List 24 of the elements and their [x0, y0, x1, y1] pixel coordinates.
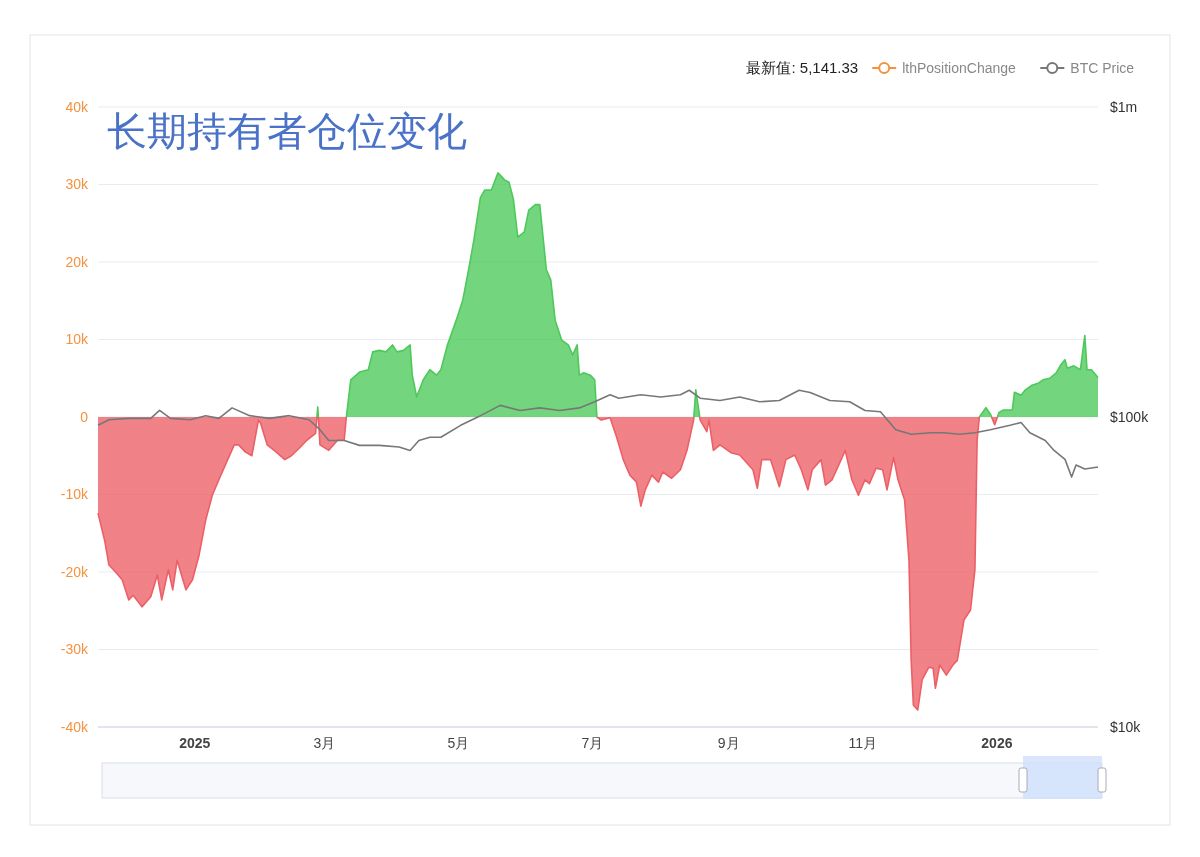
y-tick-label: -20k: [60, 563, 89, 580]
x-tick-label: 5月: [447, 735, 470, 751]
legend-label: BTC Price: [1070, 59, 1135, 76]
y2-tick-label: $10k: [1110, 718, 1142, 735]
y-tick-label: 20k: [65, 253, 89, 270]
x-tick-label: 7月: [581, 735, 604, 751]
y-tick-label: -30k: [60, 641, 89, 658]
y2-tick-label: $1m: [1110, 98, 1138, 115]
x-tick-label: 2026: [981, 735, 1013, 751]
chart-title: 长期持有者仓位变化: [107, 108, 467, 154]
legend-label: lthPositionChange: [902, 59, 1017, 76]
y-tick-label: -10k: [60, 486, 89, 503]
y-tick-label: -40k: [60, 718, 89, 735]
text: 最新值: 5,141.33: [746, 59, 859, 76]
y2-tick-label: $100k: [1110, 408, 1150, 425]
y-tick-label: 30k: [65, 176, 89, 193]
x-tick-label: 9月: [717, 735, 740, 751]
x-tick-label: 11月: [848, 735, 878, 751]
x-tick-label: 3月: [313, 735, 336, 751]
line-series: [97, 389, 1099, 478]
x-tick-label: 2025: [179, 735, 211, 751]
y-tick-label: 0: [80, 408, 89, 425]
y-tick-label: 10k: [65, 331, 89, 348]
y-tick-label: 40k: [65, 98, 89, 115]
